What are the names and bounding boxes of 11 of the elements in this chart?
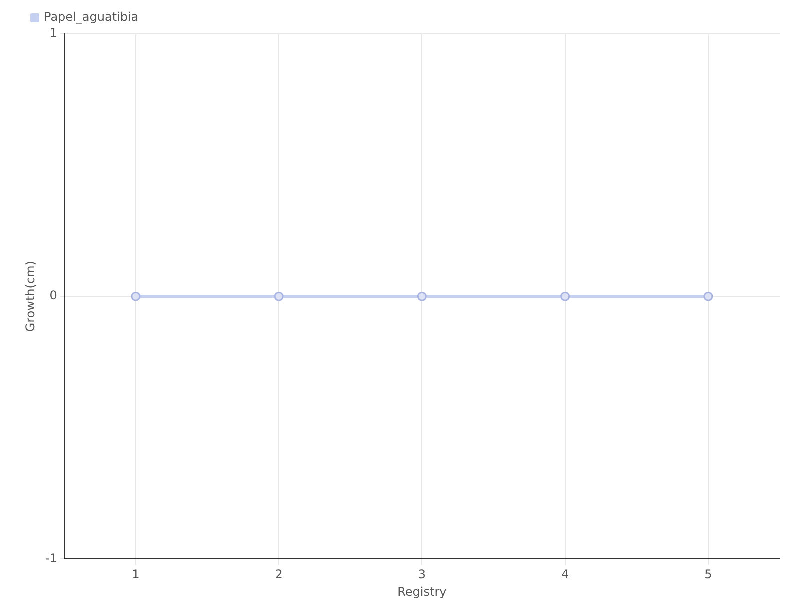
y-tick-label: 0	[50, 288, 58, 303]
x-tick-label: 3	[418, 568, 426, 582]
x-tick-label: 5	[704, 568, 712, 582]
y-axis-title: Growth(cm)	[23, 261, 38, 332]
y-tick-label: 1	[50, 26, 58, 40]
x-tick-label: 4	[561, 568, 570, 582]
x-tick-label: 2	[275, 568, 283, 582]
legend-label: Papel_aguatibia	[44, 10, 139, 24]
y-tick-label: -1	[45, 551, 58, 566]
x-axis-title: Registry	[398, 584, 447, 599]
x-tick-label: 1	[132, 568, 140, 582]
